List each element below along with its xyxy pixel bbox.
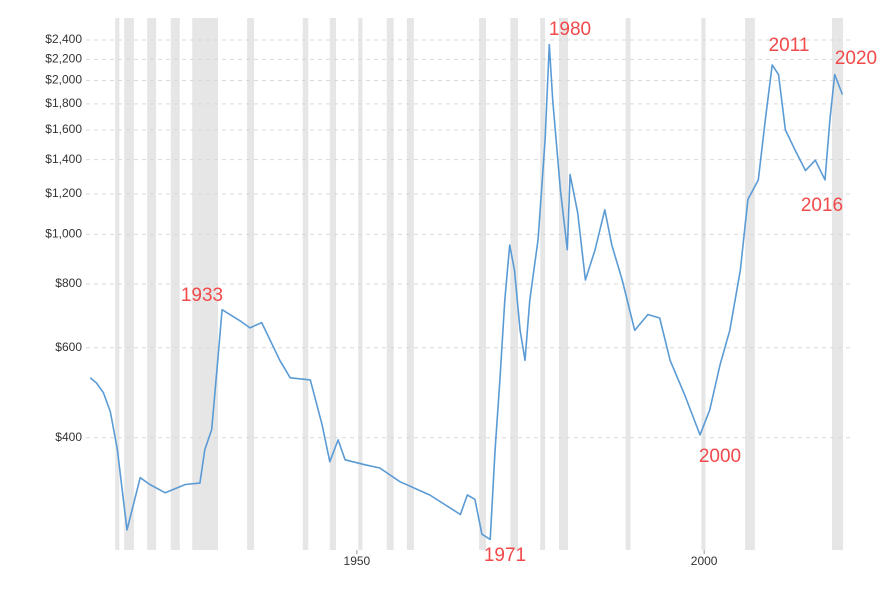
annotation: 2000 <box>699 446 741 467</box>
y-tick-label: $400 <box>55 430 82 444</box>
recession-band <box>479 18 487 550</box>
recession-band <box>247 18 255 550</box>
annotation: 1933 <box>181 285 223 306</box>
y-tick-label: $2,200 <box>45 52 82 66</box>
recession-band <box>115 18 120 550</box>
y-tick-label: $1,600 <box>45 122 82 136</box>
recession-band <box>192 18 218 550</box>
y-tick-label: $1,000 <box>45 227 82 241</box>
y-tick-label: $800 <box>55 276 82 290</box>
annotation: 1980 <box>549 19 591 40</box>
recession-band <box>831 18 844 550</box>
price-line <box>89 43 844 541</box>
y-tick-label: $2,400 <box>45 32 82 46</box>
recession-band <box>625 18 631 550</box>
x-tick-label: 2000 <box>691 554 718 568</box>
annotation: 2011 <box>769 35 810 56</box>
annotation: 2016 <box>801 195 843 216</box>
y-tick-label: $1,800 <box>45 96 82 110</box>
y-tick-label: $1,400 <box>45 152 82 166</box>
annotation: 2020 <box>835 48 877 69</box>
recession-band <box>406 18 414 550</box>
annotation: 1971 <box>484 545 526 566</box>
recession-band <box>510 18 519 550</box>
y-tick-label: $600 <box>55 340 82 354</box>
recession-band <box>329 18 337 550</box>
y-tick-label: $1,200 <box>45 186 82 200</box>
x-tick-label: 1950 <box>344 554 371 568</box>
y-tick-label: $2,000 <box>45 73 82 87</box>
recession-band <box>558 18 569 550</box>
recession-band <box>745 18 755 550</box>
